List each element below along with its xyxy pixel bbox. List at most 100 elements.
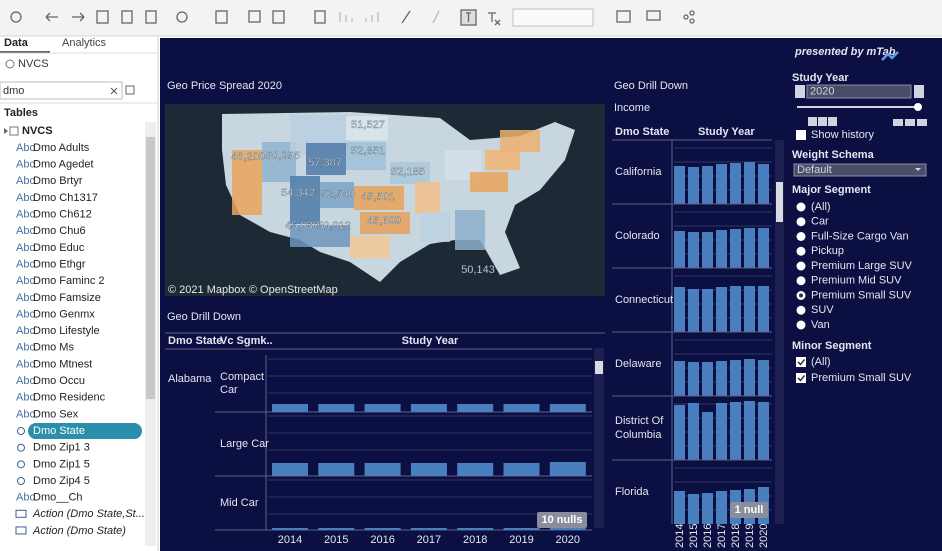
field-name[interactable]: Dmo__Ch [33,492,83,504]
weight-dropdown[interactable] [793,163,927,177]
field-name[interactable]: Dmo Lifestyle [33,325,100,337]
field-name[interactable]: Dmo Genmx [33,308,95,320]
refresh-icon[interactable] [176,11,188,23]
radio-button[interactable] [796,217,806,227]
checkbox-label[interactable]: (All) [811,356,831,368]
fit-dropdown[interactable] [512,8,594,27]
drill-year: 2016 [370,534,394,546]
playback-button[interactable] [808,117,817,126]
year-prev[interactable] [795,85,805,98]
field-name[interactable]: Dmo Famsize [33,292,101,304]
radio-button[interactable] [796,202,806,212]
search-clear[interactable] [110,87,118,95]
clear-icon[interactable] [272,10,285,24]
income-scroll-thumb[interactable] [776,182,783,222]
history-checkbox[interactable] [796,130,806,140]
pen-icon[interactable] [432,10,440,24]
playback-button[interactable] [828,117,837,126]
field-name[interactable]: Dmo Residenc [33,392,106,404]
radio-button[interactable] [796,305,806,315]
bar [730,360,741,396]
fix-axes-icon[interactable] [488,12,501,26]
radio-button[interactable] [796,276,806,286]
field-type-icon: Abc [16,242,35,254]
radio-label[interactable]: (All) [811,201,831,213]
radio-label[interactable]: Car [811,216,829,228]
radio-button[interactable] [796,261,806,271]
radio-label[interactable]: Premium Large SUV [811,260,913,272]
field-name[interactable]: Dmo Educ [33,242,85,254]
field-name[interactable]: Dmo Ch1317 [33,192,98,204]
highlight-icon[interactable] [401,10,411,24]
field-name[interactable]: Dmo Agedet [33,159,94,171]
radio-button[interactable] [796,320,806,330]
radio-label[interactable]: Full-Size Cargo Van [811,230,909,242]
field-name[interactable]: Dmo Occu [33,375,85,387]
back-icon[interactable] [45,12,58,22]
field-name[interactable]: Dmo Brtyr [33,175,83,187]
sort-desc-icon[interactable] [365,12,379,22]
field-name[interactable]: Dmo Ethgr [33,258,86,270]
field-name[interactable]: Dmo Faminc 2 [33,275,105,287]
radio-label[interactable]: Premium Small SUV [811,289,912,301]
playback-button[interactable] [818,117,827,126]
field-name[interactable]: Dmo Chu6 [33,225,86,237]
presentation-icon[interactable] [646,10,661,21]
swap-icon[interactable] [248,10,261,23]
radio-label[interactable]: Premium Mid SUV [811,275,902,287]
checkbox-label[interactable]: Premium Small SUV [811,372,912,384]
drill-scroll-thumb[interactable] [595,361,603,374]
forward-icon[interactable] [72,12,85,22]
field-name[interactable]: Dmo Zip4 5 [33,475,90,487]
year-next[interactable] [914,85,924,98]
tab-data[interactable]: Data [4,37,29,49]
new-sheet-icon[interactable] [121,10,133,24]
field-name[interactable]: Dmo Mtnest [33,358,92,370]
show-cards-icon[interactable] [616,10,631,23]
bar [410,404,447,412]
playback-speed[interactable] [893,119,903,126]
radio-label[interactable]: SUV [811,304,834,316]
tab-analytics[interactable]: Analytics [62,37,107,49]
radio-label[interactable]: Van [811,319,830,331]
playback-speed[interactable] [905,119,915,126]
radio-button[interactable] [796,246,806,256]
playback-speed[interactable] [917,119,927,126]
field-name[interactable]: Action (Dmo State,St... [32,508,145,520]
logo-icon[interactable] [10,11,22,23]
field-name[interactable]: Dmo Zip1 5 [33,458,90,470]
year-slider-thumb[interactable] [914,103,922,111]
group-icon[interactable] [314,10,326,24]
field-name[interactable]: Action (Dmo State) [32,525,126,537]
bar [318,404,355,412]
field-name[interactable]: Dmo State [33,425,85,437]
field-name[interactable]: Dmo Ch612 [33,209,92,221]
radio-button[interactable] [796,232,806,241]
field-type-icon: Abc [16,492,35,504]
share-icon[interactable] [683,14,689,20]
sort-asc-icon[interactable] [339,12,353,22]
year-dropdown[interactable] [806,84,912,99]
field-name[interactable]: Dmo Zip1 3 [33,442,90,454]
checkbox[interactable] [796,373,806,383]
save-icon[interactable] [96,10,109,24]
search-box[interactable] [0,81,123,100]
null-badge-text: 10 nulls [542,514,583,526]
field-name[interactable]: Dmo Adults [33,142,90,154]
source-icon [5,59,15,69]
field-name[interactable]: Dmo Ms [33,342,74,354]
map-value-label: 45,030 [285,220,319,232]
field-scroll-thumb[interactable] [146,137,155,399]
bar [503,463,540,476]
bar [716,287,727,332]
checkbox[interactable] [796,357,806,367]
field-name[interactable]: Dmo Sex [33,408,79,420]
bar [758,228,769,268]
radio-label[interactable]: Pickup [811,245,844,257]
data-icon[interactable] [215,10,228,24]
bar [758,286,769,332]
drill-header: Vc Sgmk.. [220,335,273,347]
view-toggle[interactable] [125,85,135,95]
filter-title: Minor Segment [792,340,872,352]
duplicate-icon[interactable] [145,10,157,24]
